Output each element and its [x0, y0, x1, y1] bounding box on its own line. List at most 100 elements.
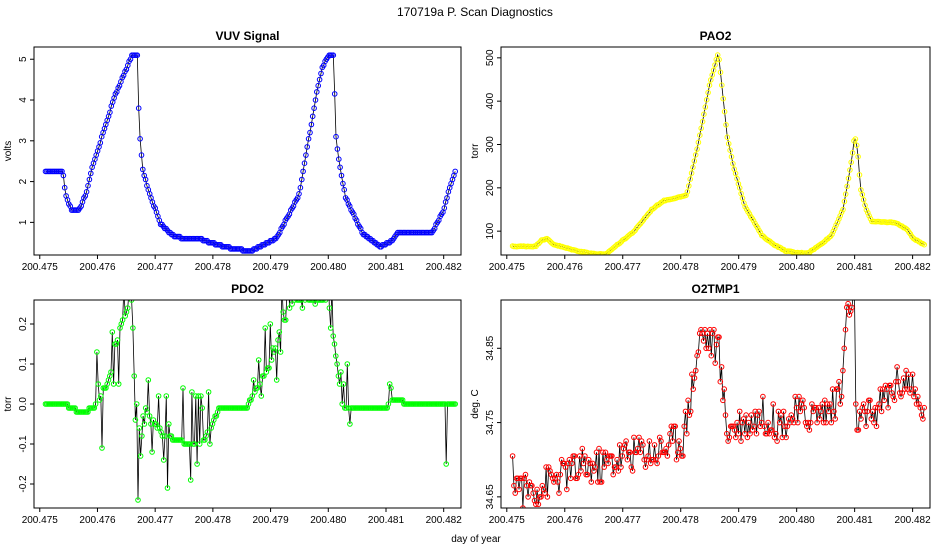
- data-point: [334, 361, 340, 367]
- data-point: [538, 494, 544, 500]
- data-point: [114, 337, 121, 343]
- data-point: [688, 170, 695, 176]
- data-point: [783, 434, 789, 441]
- data-point: [605, 460, 611, 467]
- data-point: [303, 152, 309, 158]
- data-point: [838, 393, 845, 400]
- data-point: [774, 243, 780, 249]
- y-tick-label: 34.65: [485, 484, 496, 509]
- data-point: [336, 156, 342, 162]
- data-point: [764, 430, 770, 437]
- data-point: [312, 97, 319, 103]
- data-point: [915, 393, 921, 400]
- data-point: [829, 386, 836, 392]
- data-point: [845, 300, 851, 307]
- data-point: [333, 133, 339, 140]
- data-point: [828, 419, 835, 426]
- data-point: [731, 427, 738, 433]
- data-point: [863, 207, 870, 213]
- data-point: [773, 430, 779, 437]
- data-point: [829, 231, 835, 238]
- y-tick-label: 3: [18, 138, 29, 144]
- data-point: [716, 334, 722, 340]
- data-point: [719, 82, 725, 88]
- data-point: [578, 468, 584, 474]
- data-point: [770, 401, 777, 407]
- data-point: [831, 225, 838, 232]
- data-point: [314, 89, 320, 95]
- data-point: [199, 405, 205, 411]
- data-point: [266, 365, 272, 371]
- data-point: [452, 401, 459, 407]
- data-point: [553, 471, 560, 478]
- data-point: [736, 408, 743, 415]
- data-point: [452, 168, 459, 175]
- data-point: [756, 408, 762, 415]
- data-point: [865, 209, 871, 216]
- data-point: [902, 386, 908, 392]
- data-point: [912, 386, 919, 392]
- data-point: [920, 416, 926, 422]
- data-point: [730, 160, 736, 167]
- data-point: [331, 341, 338, 347]
- data-point: [875, 404, 881, 411]
- data-point: [261, 373, 267, 379]
- data-point: [709, 72, 716, 78]
- data-point: [825, 408, 832, 415]
- data-point: [658, 438, 664, 444]
- data-point: [146, 413, 153, 419]
- data-point: [685, 397, 691, 404]
- data-point: [297, 184, 304, 191]
- data-point: [189, 389, 195, 395]
- x-tick-label: 200.475: [489, 515, 526, 526]
- data-point: [911, 393, 917, 400]
- data-point: [148, 421, 154, 427]
- data-point: [296, 191, 302, 197]
- data-point: [849, 150, 856, 156]
- data-point: [757, 229, 764, 236]
- data-point: [691, 375, 698, 381]
- panel-o2tmp1: O2TMP1 deg. C 200.475 200.476 200.477 200.478…: [470, 282, 931, 526]
- data-point: [742, 430, 748, 437]
- data-point: [695, 349, 702, 355]
- data-point: [701, 111, 707, 117]
- data-point: [196, 441, 203, 447]
- data-point: [703, 345, 709, 352]
- x-tick-label: 200.481: [837, 262, 874, 273]
- data-point: [713, 341, 720, 348]
- data-point: [747, 430, 753, 437]
- panel-title: PAO2: [700, 29, 732, 43]
- y-axis-label: deg. C: [470, 389, 481, 418]
- data-point: [85, 182, 91, 189]
- data-point: [205, 389, 212, 395]
- data-point: [280, 309, 286, 315]
- data-point: [858, 416, 864, 422]
- data-point: [903, 367, 909, 374]
- data-point: [327, 325, 334, 331]
- data-point: [318, 70, 324, 77]
- data-point: [575, 471, 582, 478]
- data-point: [891, 397, 898, 404]
- data-point: [582, 453, 588, 459]
- data-point: [745, 419, 752, 426]
- data-point: [754, 224, 761, 231]
- data-point: [286, 305, 293, 311]
- x-tick-label: 200.477: [137, 515, 174, 526]
- data-point: [543, 464, 549, 470]
- data-point: [137, 453, 144, 459]
- data-point: [726, 434, 733, 441]
- data-point: [847, 167, 853, 173]
- data-point: [305, 136, 312, 142]
- data-point: [822, 397, 828, 404]
- data-point: [774, 438, 780, 444]
- data-point: [835, 386, 841, 392]
- data-point: [845, 175, 852, 182]
- data-point: [673, 456, 680, 463]
- data-point: [137, 136, 143, 142]
- data-point: [859, 191, 866, 198]
- plot-frame: [500, 299, 931, 509]
- data-point: [596, 445, 602, 452]
- data-point: [587, 460, 593, 467]
- data-point: [340, 381, 347, 387]
- data-point: [647, 460, 654, 467]
